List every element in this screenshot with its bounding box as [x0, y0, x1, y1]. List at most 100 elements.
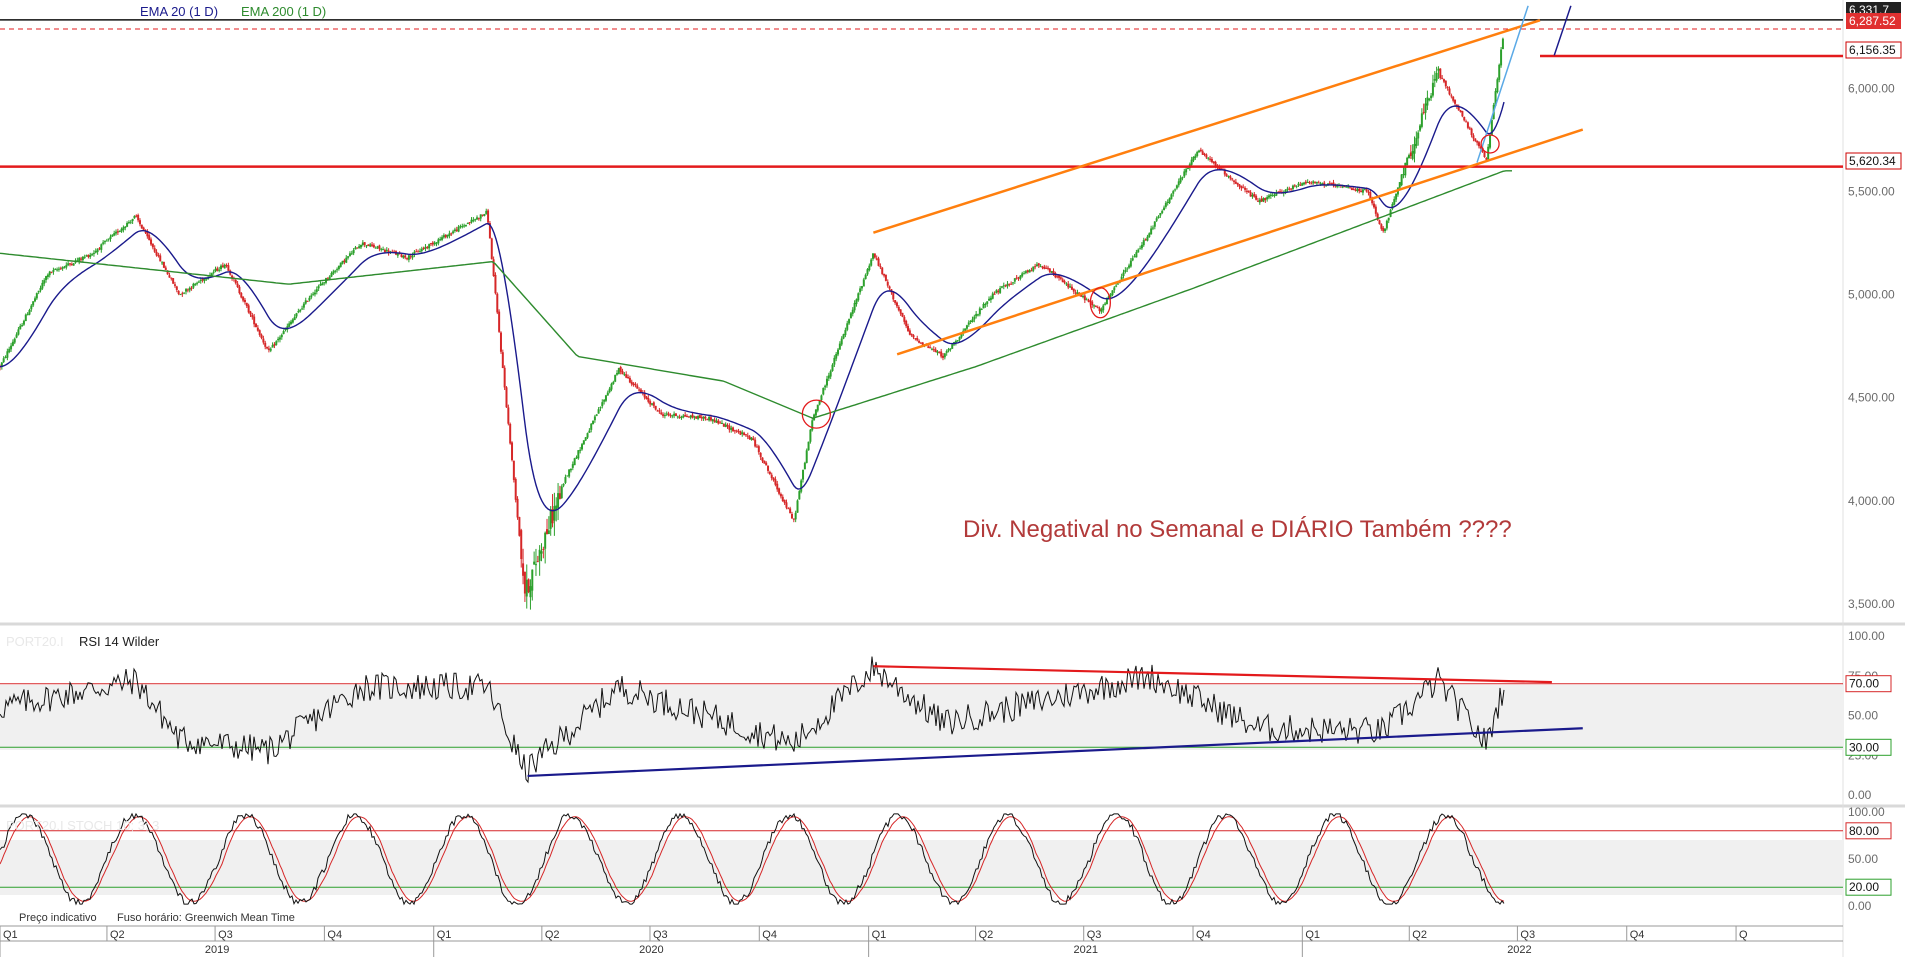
candle-body [781, 496, 784, 501]
candle-body [214, 268, 217, 272]
candle-body [833, 357, 836, 365]
candle-body [827, 375, 830, 379]
candle-body [582, 440, 585, 445]
candle-body [424, 246, 427, 249]
candle-body [1122, 272, 1125, 277]
candle-body [1369, 192, 1372, 199]
candle-body [942, 355, 945, 358]
candle-body [1275, 192, 1278, 196]
candle-body [999, 288, 1002, 293]
candle-body [1347, 186, 1350, 188]
candle-body [1120, 276, 1123, 281]
candle-body [831, 364, 834, 371]
candle-body [284, 328, 287, 330]
candle-body [173, 284, 176, 286]
candle-body [243, 299, 246, 303]
candle-body [472, 219, 475, 221]
candle-body [221, 265, 224, 268]
candle-body [1448, 88, 1451, 95]
candle-body [509, 423, 512, 444]
candle-body [505, 387, 508, 408]
candle-body [1056, 276, 1059, 278]
candle-body [872, 253, 875, 259]
quarter-label: Q [1739, 929, 1748, 941]
candle-body [790, 513, 793, 519]
legend-ema200[interactable]: EMA 200 (1 D) [241, 4, 326, 19]
candle-body [1096, 306, 1099, 308]
candle-body [645, 396, 648, 399]
candle-body [183, 292, 186, 294]
candle-body [304, 300, 307, 304]
price-tag-label: 5,620.34 [1849, 154, 1896, 168]
candle-body [1015, 277, 1018, 279]
candle-body [293, 316, 296, 321]
candle-body [733, 430, 736, 432]
candle-body [807, 441, 810, 451]
candle-body [533, 561, 536, 565]
candle-body [1489, 135, 1492, 148]
candle-body [1269, 194, 1272, 197]
candle-body [1043, 266, 1046, 269]
candle-body [301, 308, 304, 310]
candle-body [102, 242, 105, 244]
candle-body [842, 334, 845, 339]
candle-body [1041, 266, 1044, 268]
candle-body [80, 258, 83, 260]
candle-body [794, 512, 797, 520]
candle-body [720, 422, 723, 424]
candle-body [1179, 177, 1182, 183]
candle-body [494, 274, 497, 294]
candle-body [227, 265, 230, 271]
candle-body [262, 338, 265, 343]
candle-body [1113, 287, 1116, 291]
candle-body [529, 586, 532, 598]
candle-body [271, 345, 274, 348]
candle-body [1209, 158, 1212, 160]
candle-body [196, 282, 199, 284]
candle-body [273, 344, 276, 346]
candle-body [599, 407, 602, 409]
candle-body [936, 351, 939, 353]
candle-body [818, 399, 821, 405]
candle-body [1424, 103, 1427, 113]
candle-body [1384, 228, 1387, 232]
candle-body [1323, 182, 1326, 185]
candle-body [54, 269, 57, 271]
candle-body [918, 340, 921, 343]
rsi-title[interactable]: RSI 14 Wilder [79, 634, 160, 649]
candle-body [1037, 263, 1040, 266]
candle-body [334, 270, 337, 272]
candle-body [601, 402, 604, 407]
candle-body [161, 262, 164, 264]
candle-body [111, 234, 114, 237]
candle-body [109, 236, 112, 239]
candle-body [1236, 182, 1239, 185]
legend-ema20[interactable]: EMA 20 (1 D) [140, 4, 218, 19]
candle-body [739, 431, 742, 435]
candle-body [975, 313, 978, 317]
candle-body [881, 267, 884, 274]
candle-body [1284, 189, 1287, 193]
candle-body [897, 307, 900, 311]
year-label: 2022 [1507, 944, 1531, 956]
candle-body [973, 316, 976, 320]
candle-body [113, 233, 116, 236]
candle-body [442, 235, 445, 238]
candle-body [1371, 198, 1374, 204]
rsi-tag [1845, 738, 1892, 756]
candle-body [1290, 188, 1293, 190]
stoch-title[interactable]: PORT20.I STOCH 10; 3; 3 [6, 818, 159, 833]
year-label: 2021 [1073, 944, 1097, 956]
candle-body [1361, 189, 1364, 193]
candle-body [166, 270, 169, 275]
candle-body [1349, 187, 1352, 189]
candle-body [155, 251, 158, 256]
candle-body [56, 269, 59, 271]
candle-body [137, 215, 140, 221]
candle-body [216, 268, 219, 271]
candle-body [1319, 183, 1322, 185]
candle-body [921, 342, 924, 345]
candle-body [669, 414, 672, 416]
candle-body [499, 332, 502, 352]
